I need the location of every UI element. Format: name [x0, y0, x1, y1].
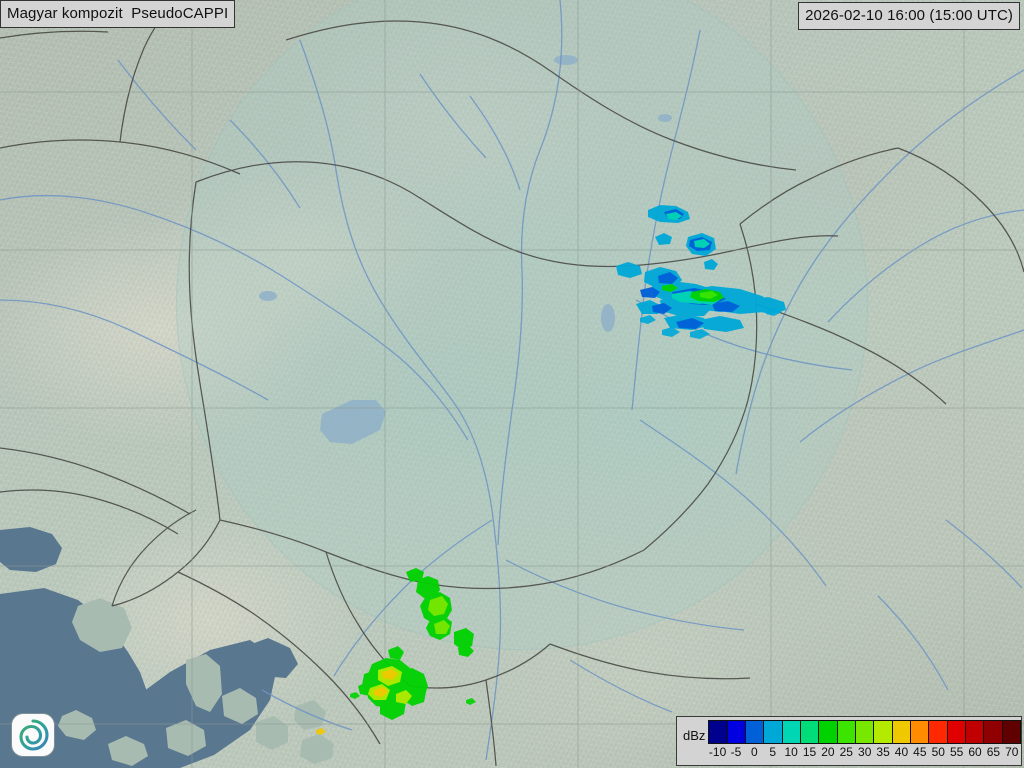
legend-swatch-3	[764, 721, 783, 743]
legend-swatch-11	[911, 721, 930, 743]
product-title-label: Magyar kompozit PseudoCAPPI	[0, 0, 236, 28]
legend-tick-35: 35	[876, 745, 890, 759]
radar-range-ring	[176, 0, 868, 650]
legend-tick-55: 55	[949, 745, 964, 759]
legend-tick-60: 60	[968, 745, 982, 759]
legend-swatch-1	[727, 721, 747, 743]
legend-tick-50: 50	[931, 745, 945, 759]
legend-tick--10: -10	[708, 745, 727, 759]
legend-tick-20: 20	[821, 745, 835, 759]
legend-unit-label: dBz	[683, 728, 706, 743]
legend-tick-65: 65	[986, 745, 1001, 759]
legend-swatch-13	[947, 721, 966, 743]
legend-swatch-2	[746, 721, 765, 743]
legend-swatch-4	[782, 721, 802, 743]
legend-swatch-12	[929, 721, 948, 743]
legend-swatch-15	[984, 721, 1003, 743]
legend-tick-labels: -10 -5 0 5 10 15 20 25 30 35 40 45 50 55 60 65 70	[708, 744, 1021, 762]
legend-swatch-5	[801, 721, 820, 743]
legend-swatch-16	[1002, 721, 1020, 743]
legend-color-bar	[708, 720, 1021, 744]
legend-tick-30: 30	[858, 745, 872, 759]
radar-echo-layer	[316, 205, 786, 735]
spiral-icon	[19, 719, 49, 751]
legend-swatch-6	[819, 721, 838, 743]
legend-tick-0: 0	[751, 745, 758, 759]
legend-tick-15: 15	[802, 745, 817, 759]
legend-tick-5: 5	[769, 745, 777, 759]
legend-swatch-10	[892, 721, 912, 743]
legend-tick-45: 45	[913, 745, 927, 759]
legend-body: -10 -5 0 5 10 15 20 25 30 35 40 45 50 55 60 65 70	[708, 720, 1021, 762]
dbz-color-legend: dBz -10 -5 0 5 10 15 20 25 30 35 40 45 50 55 60 65 70	[676, 716, 1022, 766]
legend-swatch-8	[856, 721, 875, 743]
legend-tick-70: 70	[1005, 745, 1019, 759]
legend-swatch-0	[709, 721, 728, 743]
timestamp-label: 2026-02-10 16:00 (15:00 UTC)	[798, 2, 1020, 30]
omsz-spiral-logo[interactable]	[12, 714, 54, 756]
legend-swatch-9	[874, 721, 893, 743]
legend-tick-25: 25	[839, 745, 853, 759]
legend-swatch-14	[966, 721, 985, 743]
legend-tick-10: 10	[784, 745, 798, 759]
legend-tick-40: 40	[894, 745, 909, 759]
legend-tick--5: -5	[730, 745, 742, 759]
legend-swatch-7	[837, 721, 857, 743]
